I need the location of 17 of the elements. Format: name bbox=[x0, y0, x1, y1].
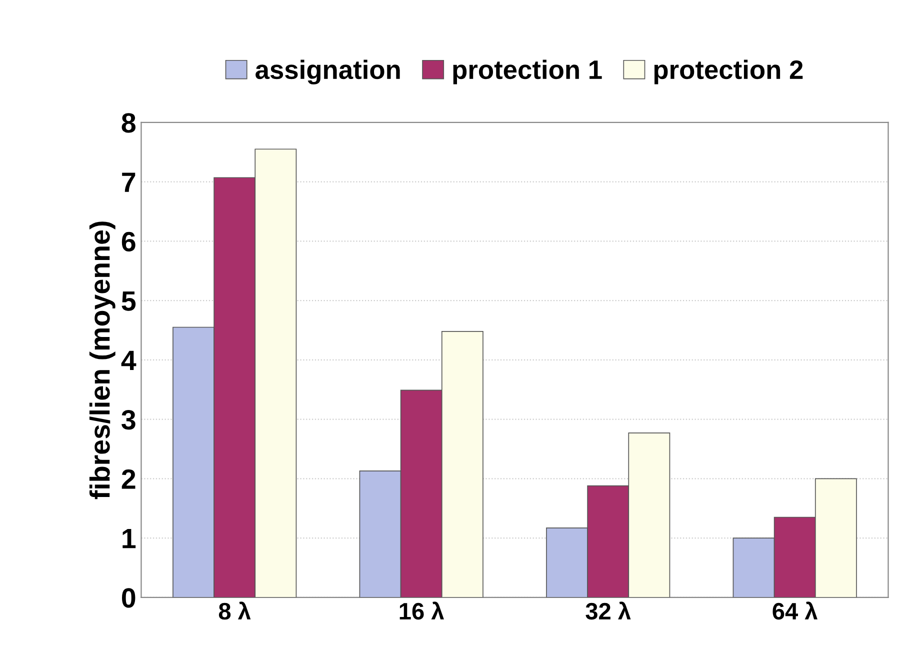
x-tick-label: 64 λ bbox=[772, 602, 818, 620]
y-tick-label: 3 bbox=[122, 410, 136, 430]
legend-label: assignation bbox=[256, 60, 400, 84]
y-tick-label: 1 bbox=[122, 529, 136, 548]
y-tick-label: 4 bbox=[121, 350, 136, 370]
legend-label: protection 2 bbox=[654, 60, 803, 84]
y-tick-label: 2 bbox=[122, 469, 136, 489]
y-tick-label: 8 bbox=[122, 113, 136, 133]
y-axis-title: fibres/lien (moyenne) bbox=[89, 222, 116, 500]
y-tick-label: 7 bbox=[122, 172, 136, 192]
x-tick-label: 8 λ bbox=[218, 602, 251, 620]
x-tick-label: 32 λ bbox=[586, 602, 631, 620]
legend-label: protection 1 bbox=[453, 60, 602, 84]
y-tick-label: 6 bbox=[122, 232, 136, 252]
y-tick-label: 5 bbox=[122, 292, 136, 311]
y-tick-label: 0 bbox=[122, 588, 136, 608]
x-tick-label: 16 λ bbox=[400, 602, 444, 620]
